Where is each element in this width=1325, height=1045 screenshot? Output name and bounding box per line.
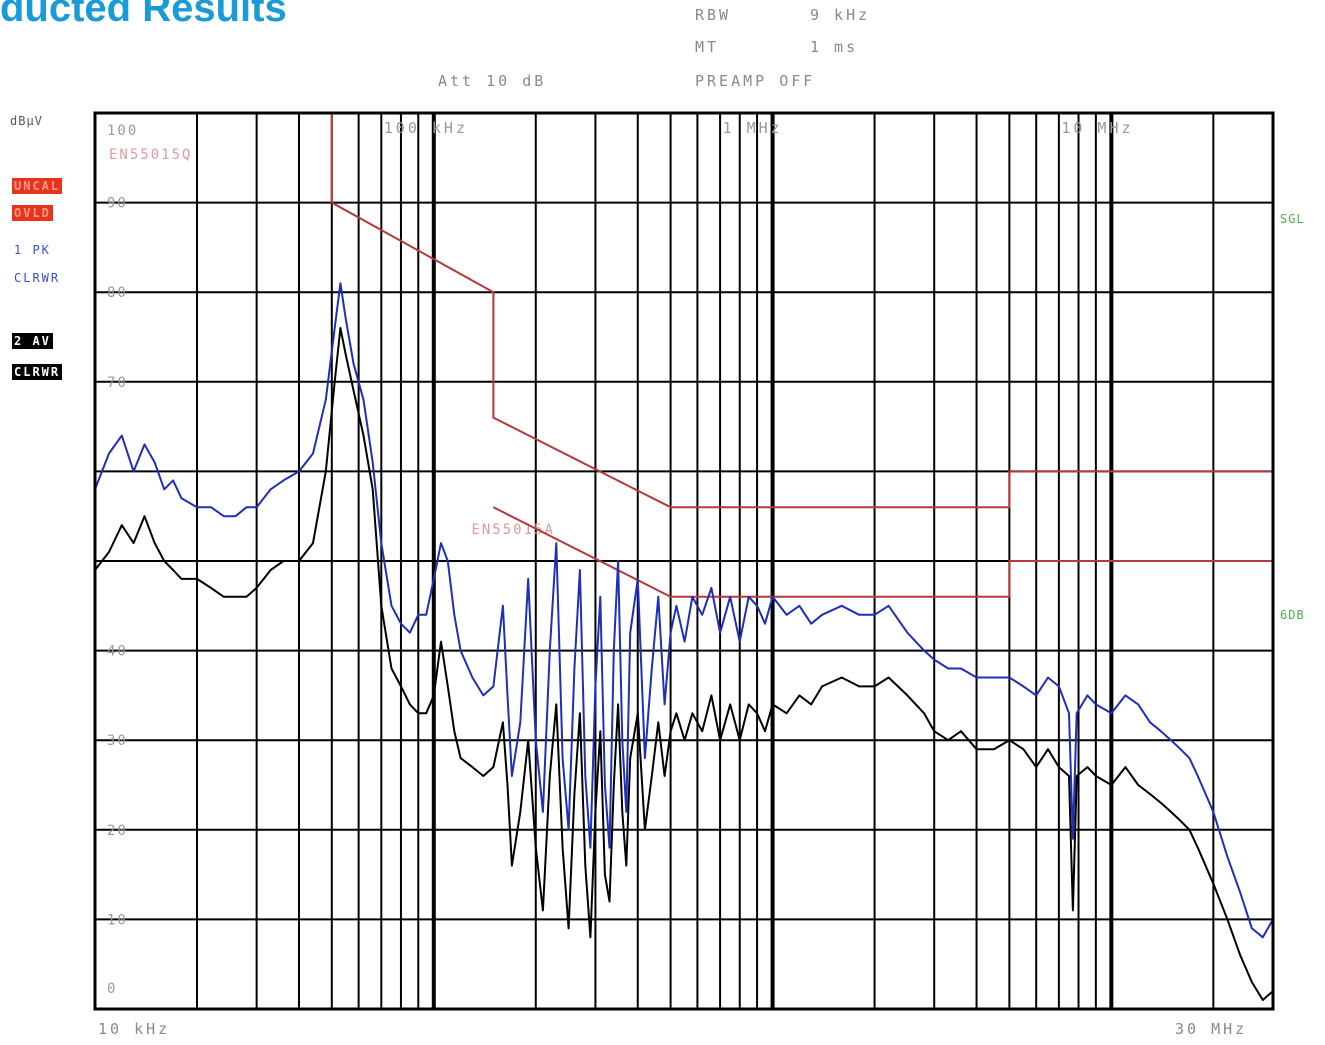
rbw-value: 9 kHz: [810, 6, 871, 24]
limit-lines: [330, 113, 1273, 598]
traces: [94, 282, 1274, 1001]
x-decade-label: 100 kHz: [384, 119, 468, 137]
mt-label: MT: [695, 38, 720, 56]
ovld-badge: OVLD: [12, 205, 53, 221]
limit-line-EN55015Q: [330, 113, 1273, 509]
6db-indicator: 6DB: [1280, 608, 1305, 622]
unit-label: dBµV: [10, 114, 43, 128]
uncal-badge: UNCAL: [12, 178, 63, 194]
trace1-mode: CLRWR: [14, 271, 61, 285]
x-decade-label: 1 MHz: [723, 119, 783, 137]
trace2-badge: 2 AV: [12, 333, 53, 349]
y-tick-label: 20: [107, 823, 128, 839]
y-tick-label: 80: [107, 285, 128, 301]
plot-frame: [93, 111, 1275, 1011]
x-stop-label: 30 MHz: [1175, 1020, 1248, 1038]
attenuation-readout: Att 10 dB: [438, 72, 547, 90]
page-title: ducted Results: [0, 0, 287, 30]
trace-1-pk: [94, 282, 1274, 939]
trace2-mode-badge: CLRWR: [12, 364, 63, 380]
trace1-label: 1 PK: [14, 243, 51, 257]
y-tick-label: 100: [107, 123, 138, 139]
trace-2-av: [94, 327, 1274, 1001]
y-tick-label: 10: [107, 912, 128, 928]
limit-label-EN55015A: EN55015A: [471, 522, 554, 538]
preamp-readout: PREAMP OFF: [695, 72, 816, 90]
x-decade-label: 10 MHz: [1061, 119, 1133, 137]
rbw-label: RBW: [695, 6, 732, 24]
sgl-indicator: SGL: [1280, 212, 1305, 226]
y-tick-label: 40: [107, 644, 128, 660]
x-start-label: 10 kHz: [98, 1020, 171, 1038]
limit-label-EN55015Q: EN55015Q: [109, 147, 192, 163]
y-tick-label: 30: [107, 733, 128, 749]
limit-line-EN55015A: [492, 506, 1273, 598]
y-tick-label: 70: [107, 375, 128, 391]
mt-value: 1 ms: [810, 38, 859, 56]
y-tick-label: 90: [107, 196, 128, 212]
y-tick-label: 0: [107, 981, 117, 997]
